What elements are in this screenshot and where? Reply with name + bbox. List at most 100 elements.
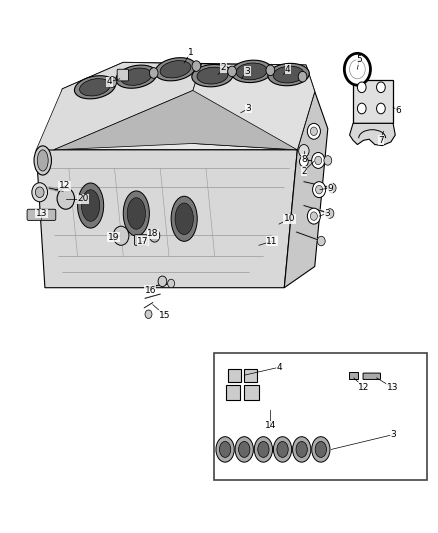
Text: 13: 13 bbox=[35, 209, 47, 218]
Polygon shape bbox=[36, 62, 201, 150]
Ellipse shape bbox=[171, 196, 197, 241]
Circle shape bbox=[326, 209, 334, 218]
Ellipse shape bbox=[197, 67, 228, 84]
Ellipse shape bbox=[78, 183, 104, 228]
Ellipse shape bbox=[123, 191, 149, 236]
Ellipse shape bbox=[268, 63, 309, 86]
Text: 4: 4 bbox=[285, 64, 290, 74]
Circle shape bbox=[313, 182, 325, 198]
Ellipse shape bbox=[155, 58, 196, 81]
Ellipse shape bbox=[258, 441, 269, 457]
Text: 17: 17 bbox=[137, 237, 148, 246]
Bar bbox=[214, 353, 427, 480]
Text: 20: 20 bbox=[78, 194, 89, 203]
Circle shape bbox=[307, 208, 321, 224]
Ellipse shape bbox=[192, 64, 233, 87]
Circle shape bbox=[168, 279, 175, 288]
Ellipse shape bbox=[121, 68, 152, 85]
Ellipse shape bbox=[231, 60, 272, 83]
Circle shape bbox=[315, 156, 322, 165]
Circle shape bbox=[357, 82, 366, 93]
Circle shape bbox=[344, 53, 371, 85]
Circle shape bbox=[318, 236, 325, 246]
Circle shape bbox=[108, 77, 117, 87]
Circle shape bbox=[357, 103, 366, 114]
Circle shape bbox=[266, 65, 275, 76]
Text: 3: 3 bbox=[246, 104, 251, 113]
Circle shape bbox=[311, 212, 318, 220]
Text: 5: 5 bbox=[356, 55, 362, 64]
Circle shape bbox=[350, 60, 365, 79]
FancyBboxPatch shape bbox=[226, 385, 240, 400]
Ellipse shape bbox=[37, 150, 48, 171]
Text: 12: 12 bbox=[59, 181, 70, 190]
Text: 18: 18 bbox=[147, 229, 159, 238]
Text: 11: 11 bbox=[266, 237, 278, 246]
Circle shape bbox=[35, 187, 44, 198]
Circle shape bbox=[149, 229, 160, 242]
FancyBboxPatch shape bbox=[349, 372, 358, 379]
Circle shape bbox=[298, 71, 307, 82]
FancyBboxPatch shape bbox=[363, 373, 381, 379]
Text: 6: 6 bbox=[396, 106, 401, 115]
Text: 3: 3 bbox=[324, 209, 330, 218]
Ellipse shape bbox=[116, 65, 157, 88]
Ellipse shape bbox=[273, 437, 292, 462]
Circle shape bbox=[324, 156, 332, 165]
Polygon shape bbox=[284, 92, 328, 288]
Text: 15: 15 bbox=[159, 311, 170, 320]
Circle shape bbox=[377, 103, 385, 114]
Circle shape bbox=[377, 82, 385, 93]
Text: 2: 2 bbox=[301, 166, 307, 175]
Text: 7: 7 bbox=[378, 136, 384, 145]
Circle shape bbox=[328, 183, 336, 193]
Text: 14: 14 bbox=[265, 421, 276, 430]
Polygon shape bbox=[53, 91, 297, 150]
Ellipse shape bbox=[273, 66, 304, 83]
FancyBboxPatch shape bbox=[134, 235, 147, 245]
Ellipse shape bbox=[236, 63, 267, 80]
Circle shape bbox=[312, 152, 325, 168]
Text: 16: 16 bbox=[145, 286, 156, 295]
Ellipse shape bbox=[239, 441, 250, 457]
Ellipse shape bbox=[296, 441, 307, 457]
Ellipse shape bbox=[235, 437, 253, 462]
Circle shape bbox=[145, 310, 152, 318]
Ellipse shape bbox=[312, 437, 330, 462]
Circle shape bbox=[57, 188, 74, 209]
FancyBboxPatch shape bbox=[228, 369, 241, 382]
Ellipse shape bbox=[160, 61, 191, 78]
Circle shape bbox=[32, 183, 47, 202]
Circle shape bbox=[299, 144, 309, 157]
Ellipse shape bbox=[277, 441, 288, 457]
Circle shape bbox=[300, 156, 308, 167]
Circle shape bbox=[316, 185, 322, 194]
Text: 3: 3 bbox=[390, 430, 396, 439]
Polygon shape bbox=[53, 62, 315, 150]
Text: 13: 13 bbox=[386, 383, 398, 392]
Ellipse shape bbox=[175, 203, 193, 235]
Text: 2: 2 bbox=[221, 63, 226, 72]
Circle shape bbox=[149, 68, 158, 78]
Circle shape bbox=[113, 226, 129, 245]
Circle shape bbox=[228, 66, 237, 77]
Ellipse shape bbox=[81, 190, 100, 221]
Text: 10: 10 bbox=[284, 214, 295, 223]
Ellipse shape bbox=[34, 146, 51, 175]
Ellipse shape bbox=[74, 76, 116, 99]
Ellipse shape bbox=[216, 437, 234, 462]
Text: 12: 12 bbox=[358, 383, 369, 392]
FancyBboxPatch shape bbox=[117, 69, 128, 81]
FancyBboxPatch shape bbox=[244, 369, 257, 382]
Circle shape bbox=[158, 276, 167, 287]
Ellipse shape bbox=[315, 441, 326, 457]
Ellipse shape bbox=[254, 437, 272, 462]
Bar bbox=[353, 80, 393, 123]
Circle shape bbox=[192, 61, 201, 71]
Circle shape bbox=[307, 123, 321, 139]
Polygon shape bbox=[36, 150, 297, 288]
FancyBboxPatch shape bbox=[244, 385, 258, 400]
Text: 4: 4 bbox=[276, 363, 282, 372]
Ellipse shape bbox=[219, 441, 231, 457]
Circle shape bbox=[311, 127, 318, 135]
